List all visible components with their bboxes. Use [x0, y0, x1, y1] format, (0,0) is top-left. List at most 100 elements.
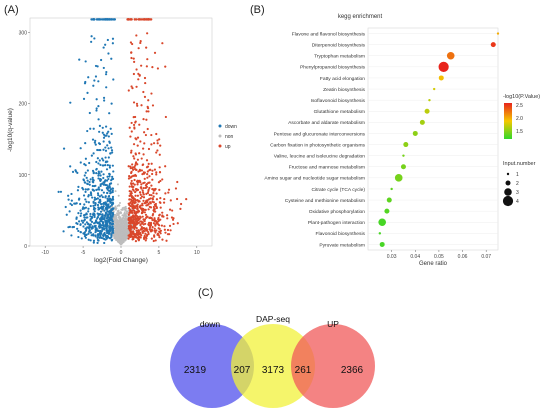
- volcano-point-up: [135, 231, 139, 234]
- volcano-xtick-label: -5: [81, 250, 86, 256]
- volcano-point-up: [132, 57, 135, 60]
- volcano-point-down: [109, 192, 112, 195]
- volcano-point-down: [107, 177, 110, 181]
- kegg-color-scale: [504, 103, 512, 139]
- volcano-point-down: [90, 40, 93, 43]
- volcano-point-up: [129, 165, 132, 168]
- volcano-point-up: [158, 201, 161, 204]
- venn-value-up-only: 2366: [341, 365, 364, 376]
- volcano-point-down: [111, 42, 114, 45]
- volcano-point-up: [136, 199, 139, 202]
- volcano-point-up: [139, 236, 142, 239]
- volcano-point-up: [132, 101, 136, 104]
- volcano-up-count: UP: 2627: [152, 26, 198, 38]
- volcano-point-up: [145, 192, 148, 195]
- volcano-points: [57, 18, 188, 246]
- volcano-point-up: [158, 166, 161, 169]
- volcano-point-down: [111, 164, 114, 167]
- volcano-point-up: [136, 183, 139, 186]
- volcano-point-down: [109, 218, 112, 222]
- volcano-point-up: [153, 234, 156, 237]
- volcano-point-up: [138, 152, 141, 155]
- volcano-point-down: [67, 226, 70, 229]
- volcano-point-down: [77, 235, 80, 239]
- volcano-point-up: [141, 189, 144, 192]
- volcano-point-down: [111, 37, 115, 40]
- volcano-point-down: [82, 214, 86, 217]
- volcano-point-down: [86, 169, 89, 172]
- kegg-category-label: Zeatin biosynthesis: [323, 87, 365, 93]
- volcano-point-up: [156, 233, 159, 236]
- volcano-point-down: [81, 221, 85, 224]
- volcano-point-up: [156, 149, 159, 152]
- volcano-point-up: [155, 171, 158, 174]
- volcano-point-up: [167, 188, 171, 191]
- volcano-point-up: [138, 191, 142, 194]
- volcano-point-up: [144, 239, 147, 242]
- volcano-point-up: [153, 217, 156, 220]
- volcano-point-down: [105, 86, 108, 89]
- volcano-point-non: [125, 235, 128, 238]
- volcano-point-up: [130, 170, 133, 173]
- volcano-point-down: [92, 84, 95, 87]
- volcano-point-down: [106, 144, 109, 147]
- volcano-point-up: [159, 197, 162, 200]
- volcano-point-down: [92, 239, 96, 242]
- volcano-point-up: [158, 227, 161, 231]
- volcano-point-up: [135, 168, 138, 171]
- volcano-point-down: [93, 37, 96, 40]
- volcano-point-down: [69, 165, 72, 168]
- volcano-point-down: [102, 224, 106, 228]
- volcano-point-down: [110, 208, 113, 211]
- volcano-point-up: [155, 132, 158, 136]
- volcano-point-down: [108, 18, 111, 21]
- kegg-size-legend-marker: [504, 188, 512, 196]
- volcano-point-non: [113, 216, 116, 219]
- volcano-point-down: [87, 76, 90, 79]
- volcano-point-up: [128, 175, 131, 178]
- volcano-point-up: [134, 121, 137, 124]
- kegg-point: [490, 42, 496, 48]
- volcano-point-down: [107, 189, 111, 192]
- volcano-point-down: [96, 241, 99, 244]
- volcano-ytick-label: 100: [19, 173, 28, 179]
- volcano-point-up: [166, 214, 169, 217]
- volcano-point-non: [121, 225, 124, 228]
- volcano-point-up: [155, 198, 159, 201]
- volcano-point-up: [136, 158, 139, 161]
- volcano-point-down: [104, 196, 107, 199]
- volcano-point-down: [108, 212, 112, 215]
- kegg-category-label: Cysteine and methionine metabolism: [285, 198, 365, 204]
- kegg-size-legend-marker: [505, 180, 511, 186]
- volcano-point-down: [87, 238, 90, 241]
- volcano-point-down: [98, 198, 101, 201]
- volcano-point-down: [90, 227, 93, 230]
- volcano-point-down: [107, 147, 110, 150]
- volcano-point-up: [151, 200, 154, 203]
- volcano-point-down: [111, 214, 114, 218]
- volcano-point-up: [135, 85, 138, 88]
- volcano-point-up: [142, 171, 145, 174]
- volcano-point-up: [158, 153, 161, 156]
- volcano-point-down: [109, 127, 112, 130]
- volcano-point-up: [142, 182, 145, 185]
- volcano-point-up: [143, 211, 146, 214]
- volcano-point-down: [110, 238, 114, 241]
- kegg-point: [403, 142, 409, 148]
- volcano-point-down: [106, 175, 109, 178]
- volcano-point-down: [100, 58, 103, 62]
- kegg-category-label: Ascorbate and aldarate metabolism: [288, 120, 365, 126]
- volcano-point-down: [93, 210, 96, 213]
- volcano-point-down: [104, 149, 108, 152]
- volcano-point-down: [95, 107, 98, 110]
- volcano-point-down: [84, 227, 87, 230]
- volcano-point-up: [146, 191, 150, 195]
- volcano-point-down: [95, 172, 98, 175]
- volcano-point-down: [82, 225, 85, 228]
- volcano-point-up: [129, 204, 132, 208]
- volcano-point-down: [96, 236, 99, 239]
- volcano-point-up: [145, 118, 148, 121]
- volcano-point-up: [127, 89, 130, 92]
- volcano-point-down: [106, 38, 109, 42]
- volcano-point-down: [79, 147, 82, 150]
